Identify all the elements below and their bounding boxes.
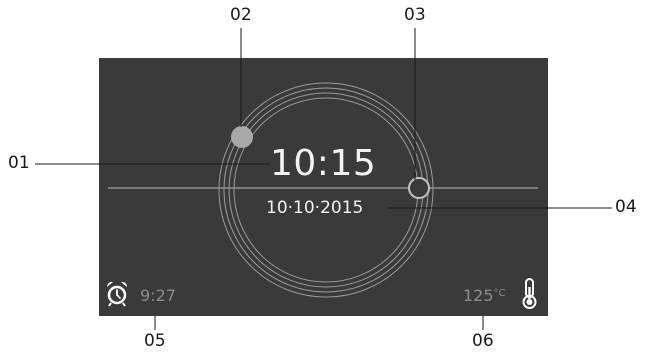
- position-indicator[interactable]: [408, 177, 430, 199]
- callout-label-06: 06: [472, 331, 494, 351]
- temperature-value: 125: [463, 286, 494, 305]
- time-display: 10:15: [270, 143, 377, 184]
- callout-label-03: 03: [404, 5, 426, 25]
- callout-label-05: 05: [144, 331, 166, 351]
- callout-label-02: 02: [230, 5, 252, 25]
- device-screen: [99, 58, 548, 316]
- date-display: 10·10·2015: [266, 198, 364, 218]
- callout-label-04: 04: [615, 197, 637, 217]
- temperature-unit: °C: [493, 288, 506, 299]
- callout-label-01: 01: [8, 153, 30, 173]
- dial-knob[interactable]: [231, 126, 253, 148]
- alarm-clock-icon[interactable]: [106, 281, 128, 307]
- dial-ring: [218, 82, 434, 298]
- alarm-time: 9:27: [140, 286, 176, 305]
- thermometer-icon: [522, 278, 537, 309]
- callout-lines: [35, 28, 612, 330]
- temperature-readout: 125°C: [463, 288, 506, 304]
